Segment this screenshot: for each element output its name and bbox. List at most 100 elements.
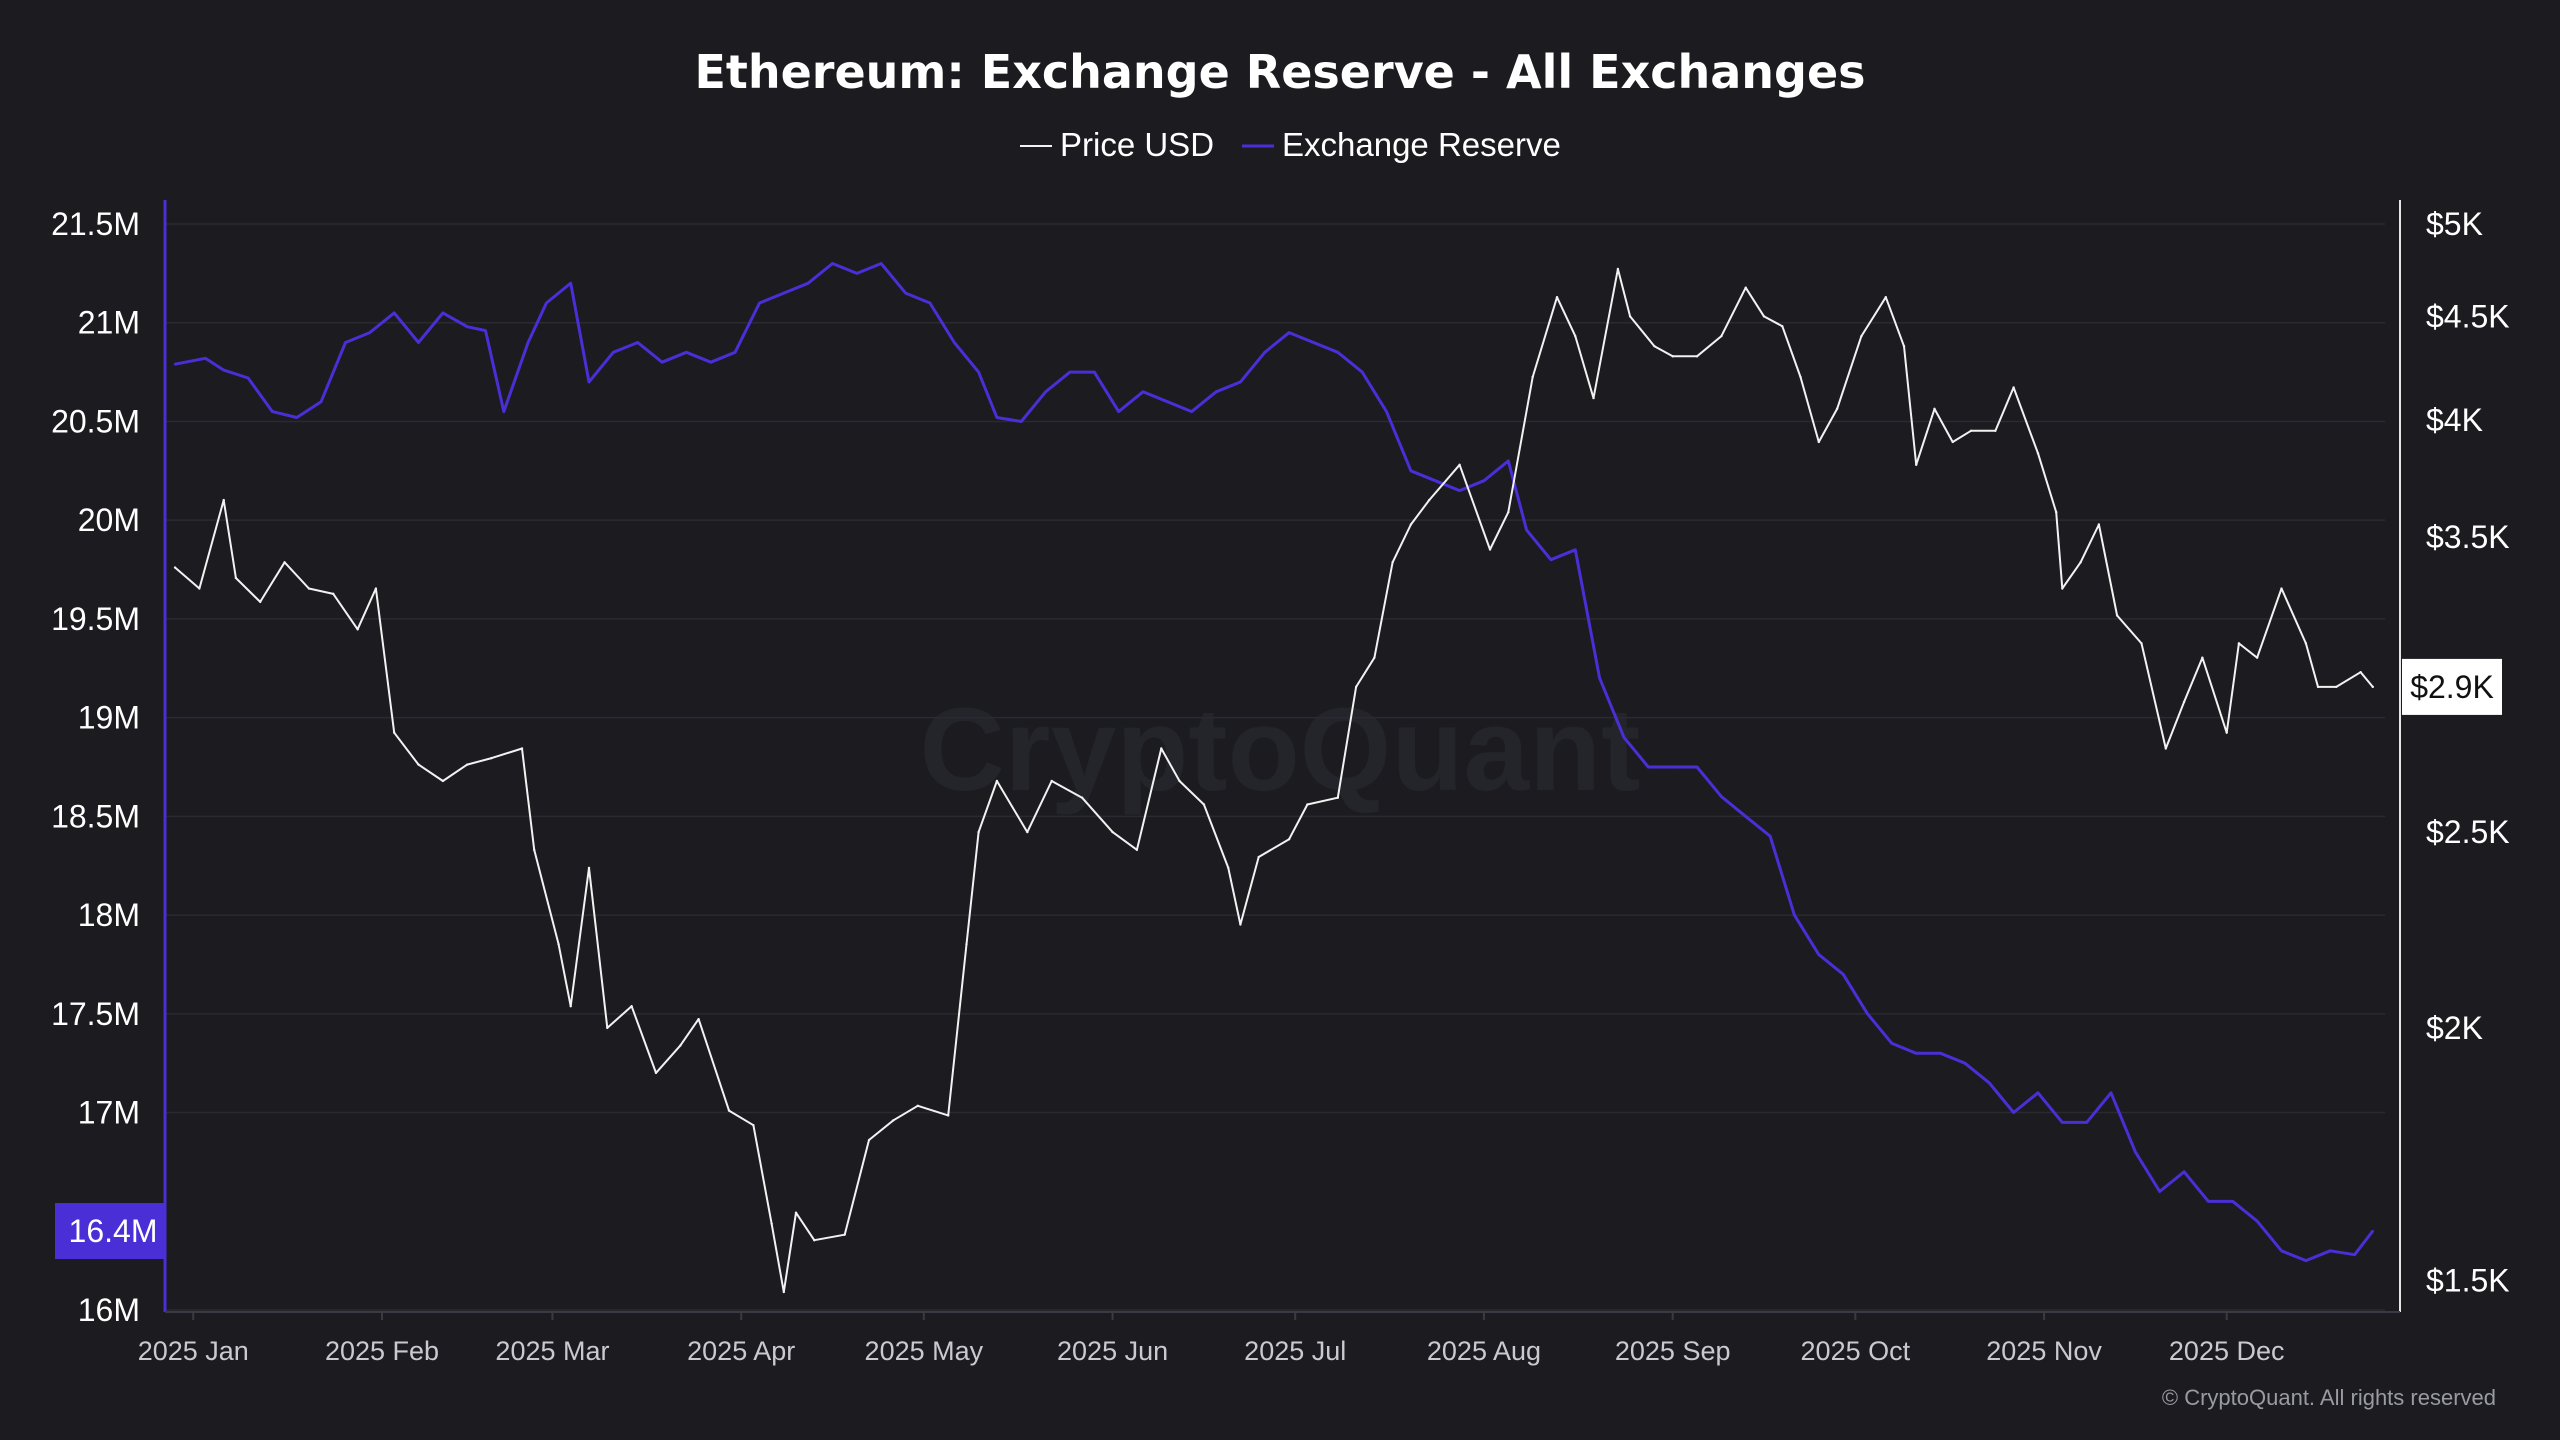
reserve-point	[1866, 1012, 1869, 1016]
price-point	[2097, 523, 2101, 526]
price-point	[520, 747, 524, 750]
price-point	[995, 779, 999, 783]
price-point	[2280, 587, 2283, 590]
x-tick-label: 2025 Jan	[138, 1336, 249, 1366]
price-point	[1135, 848, 1139, 852]
price-point	[392, 731, 396, 734]
reserve-point	[1263, 351, 1266, 354]
price-point	[1781, 325, 1784, 328]
price-point	[843, 1233, 846, 1236]
reserve-point	[1695, 765, 1699, 769]
right-tick-label: $1.5K	[2426, 1262, 2510, 1298]
price-point	[1257, 855, 1260, 859]
reserve-point	[1574, 548, 1577, 551]
price-point	[417, 763, 420, 766]
price-point	[332, 592, 335, 596]
reserve-point	[1939, 1052, 1942, 1055]
price-point	[2201, 656, 2204, 659]
price-point	[1915, 463, 1918, 466]
price-point	[2055, 511, 2058, 514]
reserve-point	[1141, 390, 1145, 394]
price-point	[1427, 498, 1431, 502]
price-point	[1409, 523, 1413, 526]
price-point	[1592, 396, 1595, 400]
price-point	[1884, 295, 1887, 299]
price-point	[2079, 561, 2082, 564]
price-point	[198, 587, 201, 590]
reserve-point	[1190, 410, 1193, 413]
reserve-point	[1117, 410, 1120, 413]
reserve-point	[2182, 1170, 2186, 1173]
price-point	[222, 498, 225, 502]
reserve-point	[222, 368, 225, 372]
legend-reserve-label[interactable]: Exchange Reserve	[1282, 126, 1561, 163]
x-tick-label: 2025 Jun	[1057, 1336, 1168, 1366]
x-tick-label: 2025 Sep	[1615, 1336, 1731, 1366]
price-point	[1391, 561, 1394, 564]
reserve-point	[545, 301, 548, 305]
price-point	[1902, 344, 1906, 348]
price-point	[1860, 334, 1863, 338]
legend-price-label[interactable]: Price USD	[1060, 126, 1214, 163]
price-point	[1933, 407, 1936, 411]
price-point	[697, 1017, 700, 1021]
price-point	[1488, 548, 1492, 551]
reserve-point	[2109, 1091, 2113, 1095]
price-point	[2255, 656, 2259, 659]
price-point	[977, 830, 980, 834]
reserve-point	[1312, 341, 1315, 344]
price-point	[606, 1026, 609, 1030]
price-point	[259, 600, 262, 604]
price-point	[1671, 355, 1674, 358]
reserve-point	[1458, 489, 1461, 492]
reserve-point	[1622, 736, 1626, 739]
price-point	[1653, 344, 1656, 348]
price-point	[1373, 656, 1376, 659]
reserve-point	[1507, 459, 1510, 463]
reserve-point	[806, 282, 810, 285]
right-tick-label: $5K	[2426, 206, 2483, 242]
price-point	[1354, 685, 1358, 689]
price-point	[630, 1005, 633, 1008]
left-tick-label: 20M	[78, 502, 140, 538]
reserve-point	[204, 357, 207, 360]
price-point	[569, 1005, 572, 1008]
reserve-point	[368, 331, 372, 334]
reserve-point	[1963, 1061, 1967, 1065]
price-point	[1178, 779, 1181, 783]
right-tick-label: $4K	[2426, 402, 2483, 438]
price-point	[1574, 334, 1577, 338]
reserve-point	[1549, 558, 1553, 561]
price-point	[1026, 830, 1029, 834]
reserve-point	[392, 311, 396, 315]
price-point	[2237, 642, 2241, 645]
reserve-point	[1744, 815, 1747, 818]
price-point	[1762, 315, 1766, 318]
reserve-point	[344, 341, 347, 344]
right-axis-ticks: $5K $4.5K $4K $3.5K $2.5K $2K $1.5K	[2426, 206, 2510, 1298]
reserve-point	[2255, 1219, 2259, 1223]
price-point	[1202, 803, 1206, 806]
watermark: CryptoQuant	[919, 684, 1640, 816]
left-tick-label: 16M	[78, 1292, 140, 1328]
current-price-badge: $2.9K	[2402, 658, 2502, 715]
price-point	[794, 1211, 798, 1214]
reserve-point	[526, 341, 530, 344]
left-tick-label: 20.5M	[51, 403, 140, 439]
price-point	[441, 779, 445, 783]
reserve-point	[246, 376, 250, 380]
price-point	[587, 866, 591, 870]
reserve-point	[928, 301, 932, 305]
left-tick-label: 21.5M	[51, 206, 140, 242]
price-point	[1531, 375, 1534, 379]
price-point	[2140, 642, 2143, 645]
right-tick-label: $4.5K	[2426, 298, 2510, 334]
price-point	[2012, 386, 2015, 389]
price-point	[2182, 700, 2186, 704]
right-tick-label: $2.5K	[2426, 814, 2510, 850]
reserve-point	[1890, 1042, 1894, 1045]
reserve-point	[733, 351, 737, 354]
x-tick-label: 2025 Dec	[2169, 1336, 2285, 1366]
price-point	[1507, 511, 1510, 514]
